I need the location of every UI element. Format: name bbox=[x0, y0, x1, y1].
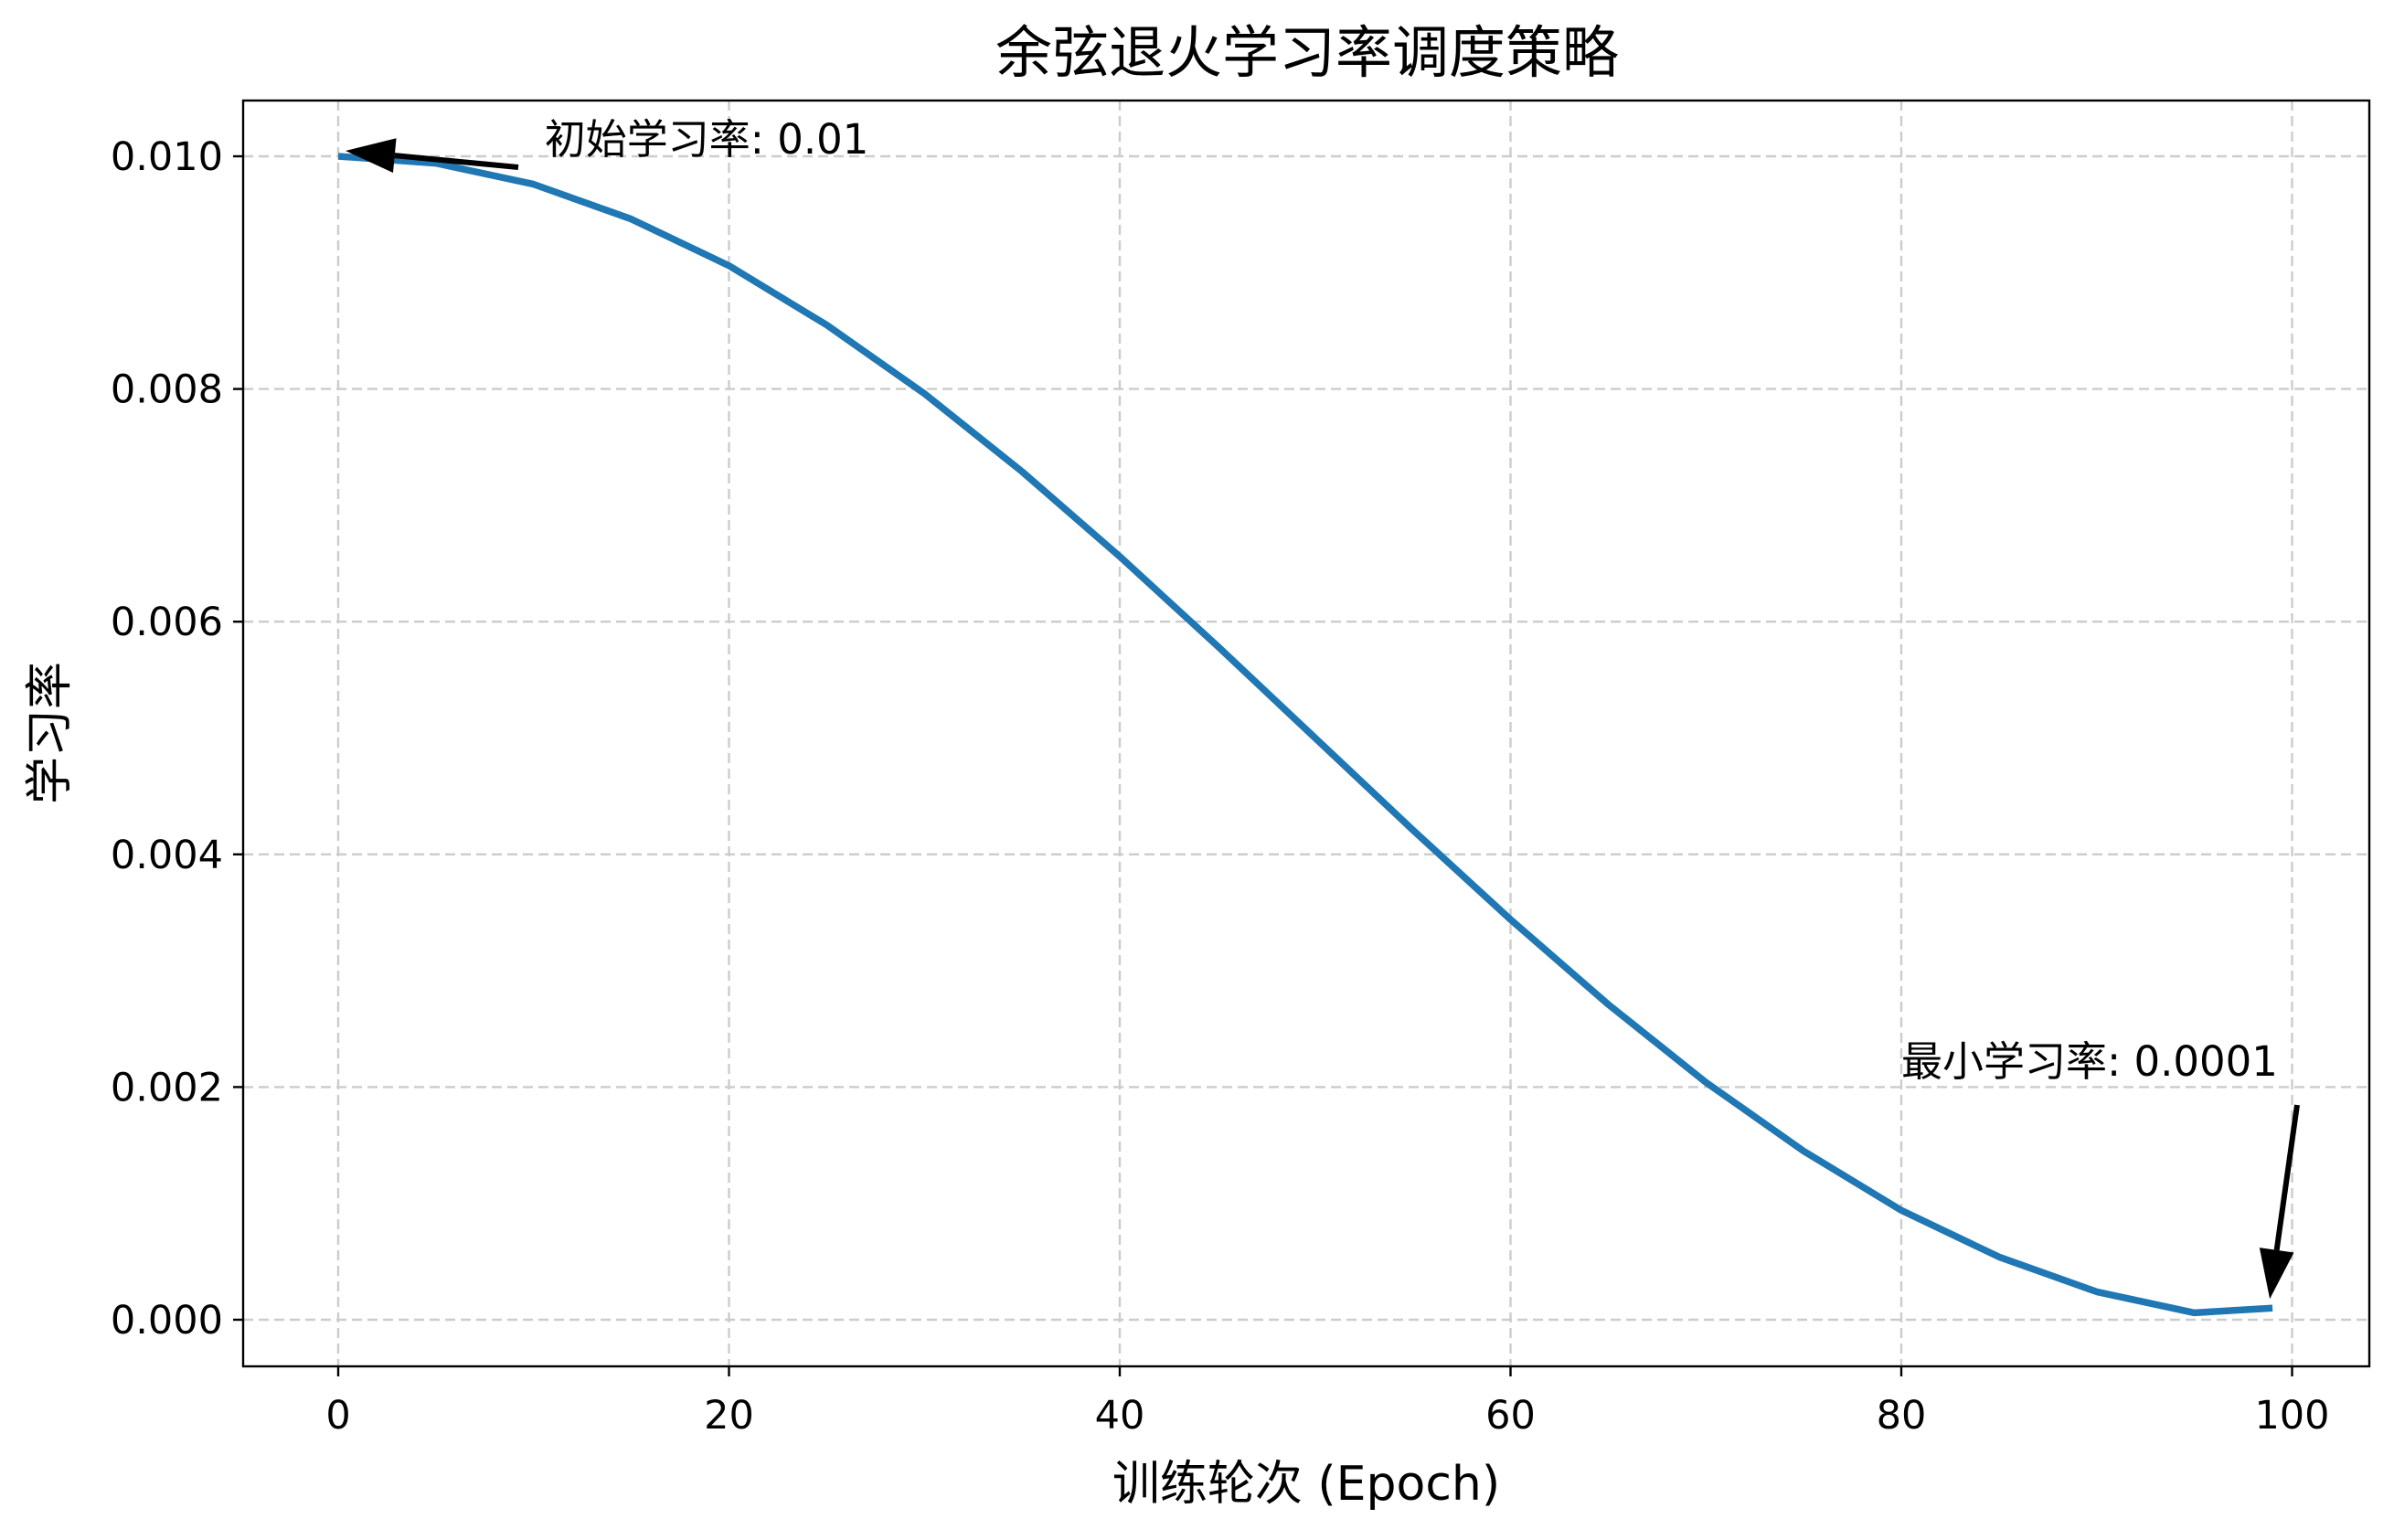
annotations: 初始学习率: 0.01 最小学习率: 0.0001 bbox=[346, 115, 2300, 1300]
arrow-head bbox=[346, 138, 397, 174]
plot-frame bbox=[241, 99, 2371, 1368]
x-tick-label: 100 bbox=[2254, 1393, 2329, 1439]
arrow-shaft bbox=[394, 153, 519, 170]
y-tick-label: 0.006 bbox=[111, 600, 223, 645]
annotation-arrow-min bbox=[2259, 1104, 2300, 1300]
x-axis-title: 训练轮次 (Epoch) bbox=[1112, 1457, 1500, 1512]
arrow-head bbox=[2259, 1248, 2294, 1300]
axes-ticks: 0 20 40 60 80 100 0.000 0.002 0.004 0.006 0.008 0.0… bbox=[111, 134, 2330, 1439]
y-tick-label: 0.002 bbox=[111, 1065, 223, 1110]
plot-area bbox=[337, 153, 2273, 1317]
y-tick-label: 0.008 bbox=[111, 367, 223, 413]
chart-title: 余弦退火学习率调度策略 bbox=[995, 19, 1619, 86]
annotation-initial-lr: 初始学习率: 0.01 bbox=[545, 115, 869, 164]
x-tick-label: 80 bbox=[1877, 1393, 1927, 1439]
y-tick-label: 0.010 bbox=[111, 134, 223, 180]
arrow-shaft bbox=[2273, 1104, 2300, 1251]
annotation-min-lr: 最小学习率: 0.0001 bbox=[1901, 1037, 2278, 1086]
y-tick-label: 0.000 bbox=[111, 1298, 223, 1344]
y-tick-label: 0.004 bbox=[111, 833, 223, 878]
x-tick-label: 20 bbox=[704, 1393, 754, 1439]
x-tick-label: 40 bbox=[1095, 1393, 1145, 1439]
y-axis-title: 学习率 bbox=[23, 662, 78, 804]
x-tick-label: 0 bbox=[325, 1393, 350, 1439]
grid-lines bbox=[243, 101, 2369, 1366]
x-tick-label: 60 bbox=[1485, 1393, 1536, 1439]
lr-curve-line bbox=[337, 153, 2273, 1317]
annotation-arrow-initial bbox=[346, 138, 519, 174]
